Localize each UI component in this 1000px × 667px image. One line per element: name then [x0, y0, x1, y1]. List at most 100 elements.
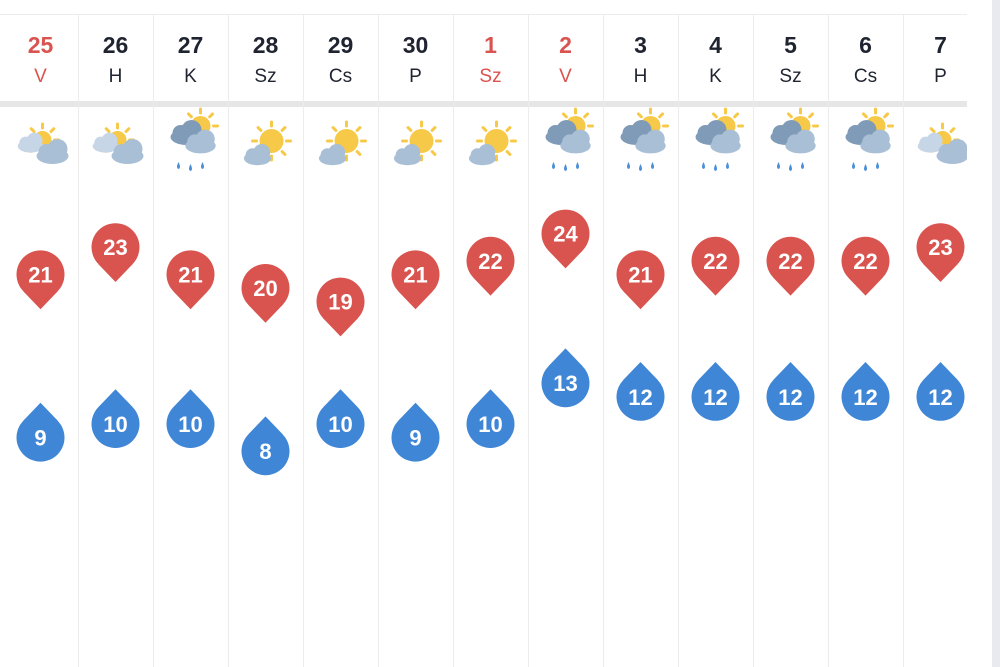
cloud-icon: [468, 143, 497, 166]
rain-showers-icon: [545, 107, 594, 171]
cloud-icon: [393, 143, 422, 166]
day-number: 26: [102, 32, 129, 58]
day-number: 4: [709, 32, 722, 58]
max-temp-marker: 21: [16, 250, 65, 310]
min-temp-marker: 12: [691, 362, 740, 421]
temp-label: 22: [703, 249, 727, 274]
weekday-label: Cs: [328, 66, 353, 87]
column-divider: [603, 15, 604, 667]
rain-showers-icon: [170, 107, 219, 171]
cloud-icon: [318, 143, 347, 166]
min-temp-marker: 10: [466, 389, 515, 448]
temp-label: 22: [778, 249, 802, 274]
temp-label: 9: [34, 426, 46, 451]
temp-label: 10: [478, 412, 502, 437]
min-temp-marker: 12: [841, 362, 890, 421]
min-temp-marker: 12: [616, 362, 665, 421]
column-divider: [303, 15, 304, 667]
temp-label: 21: [403, 262, 427, 287]
sun-icon: [476, 120, 517, 162]
raindrops-icon: [702, 162, 729, 171]
max-temp-marker: 22: [766, 236, 815, 296]
cloud-icon: [710, 129, 741, 154]
day-number: 30: [402, 32, 429, 58]
rain-showers-icon: [845, 107, 894, 171]
temp-label: 23: [928, 235, 952, 260]
min-temp-marker: 9: [16, 402, 65, 462]
temp-label: 10: [178, 412, 202, 437]
max-temp-marker: 22: [691, 236, 740, 296]
rain-showers-icon: [620, 107, 669, 171]
temp-label: 12: [703, 385, 727, 410]
cloud-icon: [36, 139, 69, 164]
weekday-label: V: [34, 66, 47, 87]
raindrops-icon: [627, 162, 654, 171]
min-temp-marker: 12: [766, 362, 815, 421]
min-temp-marker: 12: [916, 362, 965, 421]
temp-label: 12: [928, 385, 952, 410]
column-divider: [678, 15, 679, 667]
raindrops-icon: [777, 162, 804, 171]
temp-label: 20: [253, 276, 277, 301]
column-divider: [228, 15, 229, 667]
weekday-label: H: [633, 66, 648, 87]
temp-label: 12: [853, 385, 877, 410]
cloud-icon: [185, 129, 216, 154]
day-number: 5: [784, 32, 797, 58]
min-temp-marker: 8: [241, 416, 290, 476]
column-divider: [378, 15, 379, 667]
max-temp-marker: 20: [241, 264, 290, 323]
column-divider: [78, 15, 79, 667]
day-number: 2: [559, 32, 572, 58]
day-number: 29: [327, 32, 354, 58]
cloud-icon: [860, 129, 891, 154]
min-temp-marker: 10: [166, 389, 215, 448]
partly-cloudy-icon: [92, 122, 144, 164]
column-divider: [753, 15, 754, 667]
day-number: 25: [27, 32, 54, 58]
scrollbar[interactable]: [992, 0, 1000, 667]
column-divider: [903, 15, 904, 667]
column-divider: [453, 15, 454, 667]
temp-label: 19: [328, 290, 352, 315]
max-temp-marker: 19: [316, 277, 365, 337]
temp-label: 12: [628, 385, 652, 410]
cloud-icon: [785, 129, 816, 154]
max-temp-marker: 21: [391, 250, 440, 310]
cloud-icon: [936, 139, 969, 164]
raindrops-icon: [552, 162, 579, 171]
mostly-sunny-icon: [243, 120, 292, 166]
temp-label: 12: [778, 385, 802, 410]
min-temp-marker: 10: [91, 389, 140, 448]
weekday-label: P: [409, 66, 422, 87]
column-divider: [153, 15, 154, 667]
weekday-label: K: [709, 66, 722, 87]
max-temp-marker: 21: [166, 250, 215, 310]
cloud-icon: [917, 132, 944, 153]
max-temp-marker: 24: [541, 209, 590, 269]
temp-label: 23: [103, 235, 127, 260]
temp-label: 9: [409, 426, 421, 451]
cloud-icon: [111, 139, 144, 164]
mostly-sunny-icon: [468, 120, 517, 166]
column-divider: [528, 15, 529, 667]
weekday-label: Sz: [479, 66, 502, 87]
temp-label: 8: [259, 439, 271, 464]
mostly-sunny-icon: [318, 120, 367, 166]
top-border: [0, 14, 967, 15]
header-separator: [0, 101, 967, 107]
temp-label: 21: [28, 262, 52, 287]
cloud-icon: [92, 132, 119, 153]
day-number: 7: [934, 32, 947, 58]
weekday-label: Sz: [254, 66, 277, 87]
weekday-label: Sz: [779, 66, 802, 87]
max-temp-marker: 22: [466, 236, 515, 296]
temp-label: 24: [553, 222, 578, 247]
raindrops-icon: [852, 162, 879, 171]
cloud-icon: [635, 129, 666, 154]
day-number: 27: [177, 32, 204, 58]
max-temp-marker: 22: [841, 236, 890, 296]
cloud-icon: [560, 129, 591, 154]
right-margin: [967, 0, 992, 667]
